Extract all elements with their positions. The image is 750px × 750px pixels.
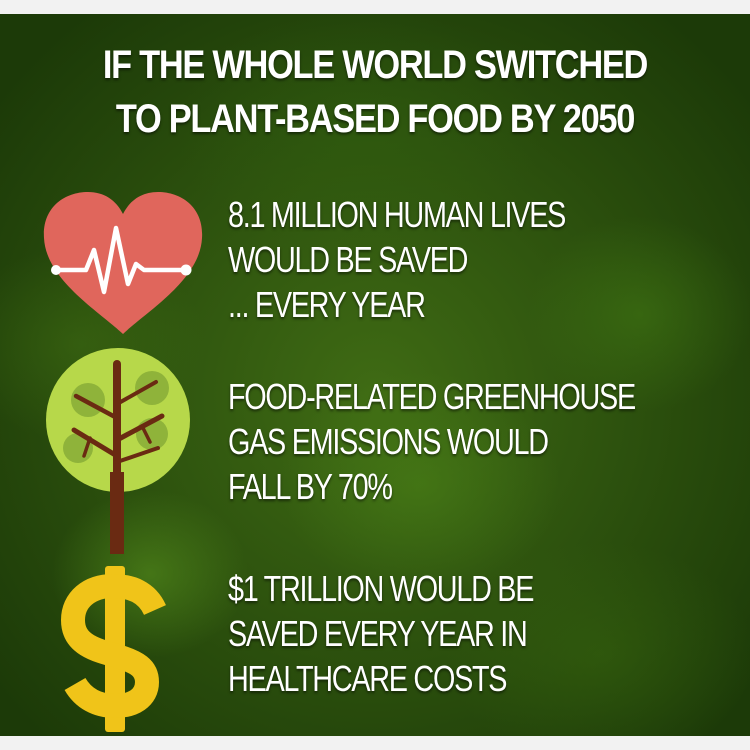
heart-pulse-icon [43,192,203,334]
fact-1-line-3: ... EVERY YEAR [228,284,426,325]
fact-2-line-1: FOOD-RELATED GREENHOUSE [228,376,636,417]
fact-healthcare-costs: $1 TRILLION WOULD BE SAVED EVERY YEAR IN… [228,566,708,701]
fact-2-line-3: FALL BY 70% [228,466,393,507]
fact-emissions: FOOD-RELATED GREENHOUSE GAS EMISSIONS WO… [228,374,708,509]
headline-line-2: TO PLANT-BASED FOOD BY 2050 [115,97,636,141]
infographic-poster: IF THE WHOLE WORLD SWITCHED TO PLANT-BAS… [0,14,750,736]
fact-1-line-1: 8.1 MILLION HUMAN LIVES [228,194,566,235]
dollar-sign-icon [61,566,166,732]
fact-2-line-2: GAS EMISSIONS WOULD [228,421,549,462]
fact-3-line-1: $1 TRILLION WOULD BE [228,568,534,609]
fact-lives-saved: 8.1 MILLION HUMAN LIVES WOULD BE SAVED .… [228,192,708,327]
fact-3-line-2: SAVED EVERY YEAR IN [228,613,528,654]
tree-icon [46,348,190,554]
fact-1-line-2: WOULD BE SAVED [228,239,468,280]
headline-line-1: IF THE WHOLE WORLD SWITCHED [102,43,648,87]
fact-3-line-3: HEALTHCARE COSTS [228,658,508,699]
